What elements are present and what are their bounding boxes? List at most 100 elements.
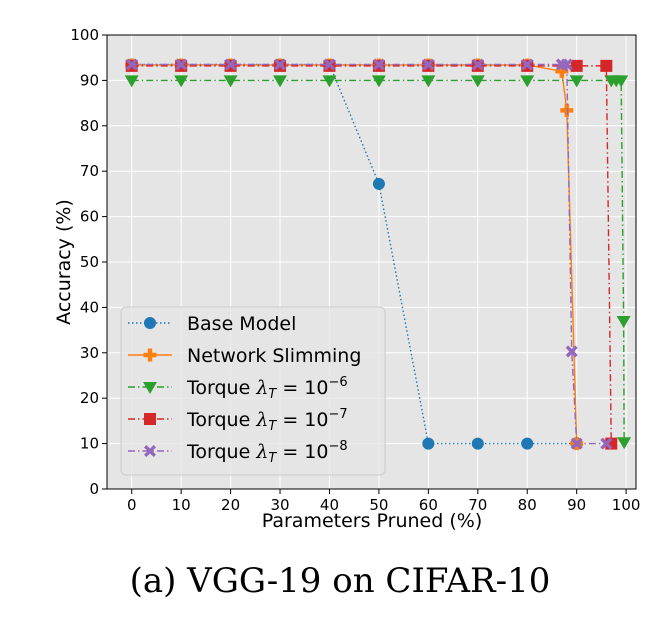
x-tick-label: 90 [567, 496, 586, 514]
data-point [124, 75, 139, 88]
y-tick-label: 30 [80, 344, 99, 362]
legend-entry-2: Torque λT = 10−6 [128, 375, 348, 402]
y-tick-label: 10 [80, 435, 99, 453]
legend-label-text: Torque [186, 377, 256, 399]
data-point [614, 75, 629, 88]
data-point [471, 437, 484, 450]
legend-label-lambda: λ [255, 441, 268, 463]
legend-label-exponent: −8 [329, 439, 348, 454]
legend-label: Base Model [187, 313, 296, 335]
x-tick-label: 60 [419, 496, 438, 514]
x-tick-label: 80 [518, 496, 537, 514]
legend-marker [144, 317, 156, 329]
legend-label-exponent: −7 [329, 407, 348, 422]
x-tick-label: 50 [369, 496, 388, 514]
legend-label-equals: = 10 [276, 377, 328, 399]
data-point [555, 64, 569, 78]
data-point [569, 75, 584, 88]
legend-entry-3: Torque λT = 10−7 [128, 407, 348, 434]
data-point [520, 75, 535, 88]
x-tick-label: 0 [127, 496, 137, 514]
data-point [570, 59, 583, 72]
data-point [422, 58, 435, 71]
y-tick-label: 50 [80, 253, 99, 271]
legend-label-text: Network Slimming [187, 345, 361, 367]
legend-entry-4: Torque λT = 10−8 [128, 439, 348, 466]
legend-label-exponent: −6 [329, 375, 348, 390]
series-2 [124, 75, 632, 450]
legend-label-lambda: λ [255, 409, 268, 431]
data-point [223, 75, 238, 88]
legend-marker [143, 348, 157, 362]
y-tick-label: 80 [80, 117, 99, 135]
series-4 [125, 58, 613, 450]
legend-label-lambda: λ [255, 377, 268, 399]
y-tick-label: 20 [80, 389, 99, 407]
data-point [372, 58, 385, 71]
tick-labels: 0 10 20 30 40 50 60 70 80 90 100 0 10 20 30 40 50 60 70 80 9… [70, 26, 640, 514]
legend-label-subscript: T [268, 419, 277, 434]
data-point [470, 75, 485, 88]
legend-box [120, 306, 386, 476]
data-point [600, 437, 613, 450]
x-tick-label: 20 [221, 496, 240, 514]
legend-label: Network Slimming [187, 345, 361, 367]
legend-label: Torque λT = 10−8 [186, 439, 348, 466]
y-tick-label: 60 [80, 208, 99, 226]
data-point [616, 316, 631, 329]
x-tick-label: 10 [172, 496, 191, 514]
x-tick-label: 70 [468, 496, 487, 514]
x-axis-label: Parameters Pruned (%) [262, 510, 482, 532]
data-point [617, 437, 632, 450]
data-point [421, 75, 436, 88]
data-point [372, 177, 385, 190]
legend-label-text: Torque [186, 441, 256, 463]
legend-entry-1: Network Slimming [128, 345, 361, 367]
figure-caption: (a) VGG-19 on CIFAR-10 [130, 561, 551, 601]
legend-label-subscript: T [268, 451, 277, 466]
x-tick-label: 100 [612, 496, 641, 514]
data-point [274, 58, 287, 71]
legend-label-subscript: T [268, 387, 277, 402]
legend-label-equals: = 10 [276, 409, 328, 431]
data-point [125, 58, 138, 71]
y-tick-label: 40 [80, 298, 99, 316]
legend-label: Torque λT = 10−7 [186, 407, 348, 434]
data-point [521, 58, 534, 71]
data-point [174, 75, 189, 88]
data-point [471, 58, 484, 71]
y-tick-label: 100 [70, 26, 99, 44]
data-point [560, 58, 573, 71]
legend-label-equals: = 10 [276, 441, 328, 463]
data-point [565, 345, 578, 358]
x-tick-label: 40 [320, 496, 339, 514]
data-point [422, 437, 435, 450]
legend-marker [143, 382, 157, 394]
legend-label-text: Torque [186, 409, 256, 431]
series-layer [124, 58, 632, 451]
data-point [273, 75, 288, 88]
series-line [131, 63, 607, 445]
data-point [600, 59, 613, 72]
data-point [224, 58, 237, 71]
legend-label-text: Base Model [187, 313, 296, 335]
axes [102, 34, 637, 494]
data-point [371, 75, 386, 88]
data-point [322, 75, 337, 88]
legend-marker [144, 413, 156, 425]
y-tick-label: 0 [89, 480, 99, 498]
legend-entry-0: Base Model [128, 313, 296, 335]
y-tick-label: 70 [80, 162, 99, 180]
data-point [521, 437, 534, 450]
data-point [323, 58, 336, 71]
y-axis-label: Accuracy (%) [53, 199, 75, 325]
data-point [570, 437, 583, 450]
y-tick-label: 90 [80, 71, 99, 89]
legend-marker [144, 445, 156, 457]
legend-label: Torque λT = 10−6 [186, 375, 348, 402]
x-tick-label: 30 [270, 496, 289, 514]
data-point [560, 103, 574, 117]
data-point [175, 58, 188, 71]
